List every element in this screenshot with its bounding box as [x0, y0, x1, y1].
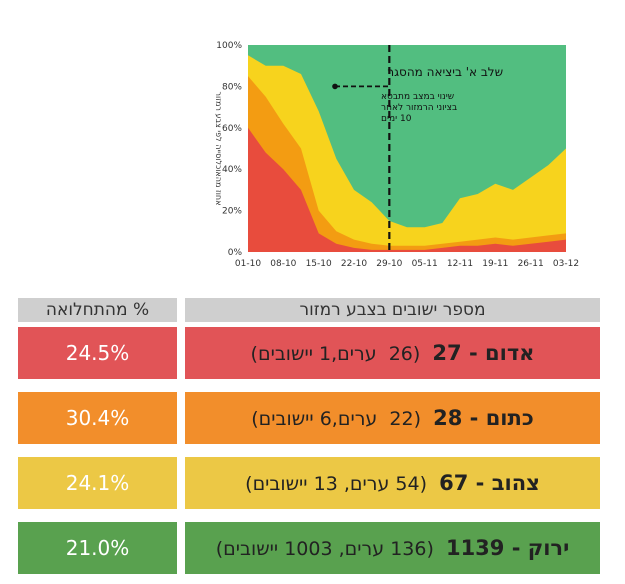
- desc-header-label: מספר ישובים בצבע רמזור: [299, 300, 486, 320]
- table-row-red: 24.5% אדום - 27 (26 ערים,1 יישובים): [0, 327, 625, 379]
- cities-label: ערים: [344, 538, 385, 560]
- settlements-label: יישובים: [223, 538, 279, 560]
- area-series-2: [248, 55, 566, 252]
- cities-count: 136: [390, 538, 427, 560]
- pct-cell: 24.1%: [18, 457, 177, 509]
- pct-cell: 30.4%: [18, 392, 177, 444]
- pct-cell: 24.5%: [18, 327, 177, 379]
- cities-count: 54: [395, 473, 420, 495]
- cities-label: ערים: [349, 473, 390, 495]
- y-tick-label: 20%: [222, 207, 242, 217]
- desc-cell: ירוק - 1139 (136 ערים, 1003 יישובים): [185, 522, 600, 574]
- lag-note-line: בציוני הרמזור לאחר: [381, 103, 457, 113]
- x-tick-label: 05-11: [412, 259, 438, 269]
- settlements-count: 1003: [284, 538, 333, 560]
- y-axis-label: אחוז מהאוכלוסייה לפי צבע רמזור: [214, 92, 223, 206]
- y-tick-label: 100%: [216, 41, 242, 51]
- color-name: צהוב: [491, 471, 540, 495]
- cities-count: 22: [389, 408, 414, 430]
- cities-label: ערים: [337, 408, 378, 430]
- desc-cell: אדום - 27 (26 ערים,1 יישובים): [185, 327, 600, 379]
- settlements-count: 1: [319, 343, 332, 365]
- phase-label: שלב א' ביציאה מהסגר: [387, 65, 503, 79]
- x-tick-label: 22-10: [341, 259, 367, 269]
- settlements-label: יישובים: [258, 408, 314, 430]
- settlements-count: 6: [319, 408, 332, 430]
- settlements-label: יישובים: [252, 473, 308, 495]
- lag-note-line: שינוי במצב מתבטא: [381, 92, 454, 102]
- area-series-0: [248, 127, 566, 252]
- settlements-count: 13: [313, 473, 338, 495]
- table-row-green: 21.0% ירוק - 1139 (136 ערים, 1003 יישובי…: [0, 522, 625, 574]
- axes: 0% 20% 40% 60% 80% 100% 01-10 08-10 15-10 22-10 29…: [214, 41, 579, 269]
- color-name: ירוק: [527, 536, 570, 560]
- color-name: כתום: [485, 406, 534, 430]
- area-layers: [248, 45, 566, 252]
- x-tick-label: 12-11: [447, 259, 473, 269]
- table-row-yellow: 24.1% צהוב - 67 (54 ערים, 13 יישובים): [0, 457, 625, 509]
- x-tick-label: 08-10: [270, 259, 296, 269]
- x-tick-label: 26-11: [518, 259, 544, 269]
- cities-count: 26: [388, 343, 413, 365]
- pct-cell: 21.0%: [18, 522, 177, 574]
- color-count: 28: [433, 406, 463, 430]
- settlements-label: יישובים: [257, 343, 313, 365]
- x-tick-label: 01-10: [235, 259, 261, 269]
- y-tick-label: 60%: [222, 124, 242, 134]
- traffic-light-chart: 0% 20% 40% 60% 80% 100% 01-10 08-10 15-10 22-10 29…: [214, 41, 579, 269]
- x-tick-label: 15-10: [306, 259, 332, 269]
- annotations: שלב א' ביציאה מהסגר שינוי במצב מתבטאבציונ…: [332, 45, 503, 252]
- color-count: 27: [432, 341, 462, 365]
- x-tick-label: 03-12: [553, 259, 579, 269]
- pct-header-label: % מהתחלואה: [45, 300, 150, 320]
- lag-note-line: 10 ימים: [381, 114, 412, 124]
- desc-cell: צהוב - 67 (54 ערים, 13 יישובים): [185, 457, 600, 509]
- y-tick-label: 40%: [222, 165, 242, 175]
- lag-dot: [332, 83, 338, 90]
- y-tick-label: 80%: [222, 82, 242, 92]
- desc-header: מספר ישובים בצבע רמזור: [185, 298, 600, 322]
- table-row-orange: 30.4% כתום - 28 (22 ערים,6 יישובים): [0, 392, 625, 444]
- cities-label: ערים: [337, 343, 377, 365]
- x-tick-label: 29-10: [376, 259, 402, 269]
- color-name: אדום: [484, 341, 535, 365]
- x-tick-label: 19-11: [482, 259, 508, 269]
- color-count: 1139: [445, 536, 505, 560]
- color-count: 67: [439, 471, 469, 495]
- pct-header: % מהתחלואה: [18, 298, 177, 322]
- desc-cell: כתום - 28 (22 ערים,6 יישובים): [185, 392, 600, 444]
- y-tick-label: 0%: [228, 248, 243, 258]
